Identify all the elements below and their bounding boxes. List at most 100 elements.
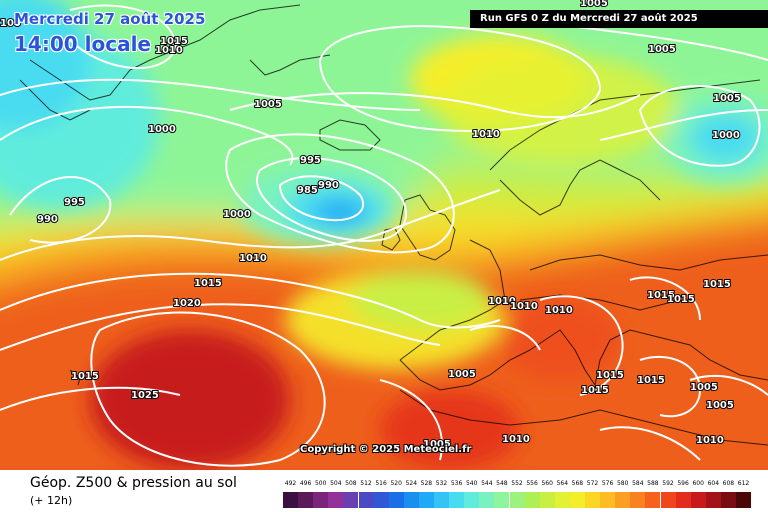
legend-swatch (418, 492, 434, 508)
legend-swatch (675, 492, 691, 508)
legend-label: 520 (390, 480, 402, 487)
isobar-label: 1015 (596, 370, 624, 381)
legend-label: 552 (511, 480, 523, 487)
isobar-label: 1005 (580, 0, 608, 9)
isobar-label: 1015 (637, 375, 665, 386)
copyright-notice: Copyright © 2025 Meteociel.fr (300, 444, 472, 455)
legend-label: 544 (481, 480, 493, 487)
legend-swatch (720, 492, 736, 508)
isobar-label: 1015 (703, 279, 731, 290)
legend-swatch (539, 492, 555, 508)
legend-label: 492 (284, 480, 297, 487)
isobar-label: 1010 (502, 434, 530, 445)
legend-label: 524 (405, 480, 418, 487)
legend-swatch (479, 492, 495, 508)
isobar-label: 1005 (648, 44, 676, 55)
isobar-label: 1010 (510, 301, 538, 312)
isobar-label: 1000 (148, 124, 176, 135)
isobar-label: 1010 (545, 305, 573, 316)
legend-label: 516 (375, 480, 387, 487)
isobar-label: 1015 (160, 36, 188, 47)
isobar-label: 1010 (155, 45, 183, 56)
isobar-label: 995 (64, 197, 85, 208)
isobar-label: 1015 (581, 385, 609, 396)
legend-label: 560 (541, 480, 553, 487)
legend-swatch (690, 492, 706, 508)
isobar-label: 1005 (713, 93, 741, 104)
legend-label: 612 (737, 480, 750, 487)
legend-label: 604 (707, 480, 720, 487)
legend-swatch (524, 492, 540, 508)
isobar-label: 1015 (667, 294, 695, 305)
isobar-label: 985 (297, 185, 318, 196)
legend-swatch (630, 492, 646, 508)
legend-swatch (736, 492, 751, 508)
map-title: Géop. Z500 & pression au sol (30, 475, 237, 491)
legend-swatch (388, 492, 404, 508)
isobar-label: 1000 (223, 209, 251, 220)
isobar-label: 1005 (423, 439, 451, 450)
legend-label: 536 (450, 480, 463, 487)
isobar-label: 1015 (194, 278, 222, 289)
isobars (0, 4, 768, 467)
isobar-label: 1020 (173, 298, 201, 309)
legend-label: 608 (722, 480, 735, 487)
legend-label: 508 (345, 480, 357, 487)
legend-label: 588 (647, 480, 659, 487)
isobar-label: 1000 (712, 130, 740, 141)
run-info-banner: Run GFS 0 Z du Mercredi 27 août 2025 (470, 10, 768, 28)
legend-label: 592 (662, 480, 674, 487)
legend-label: 500 (314, 480, 327, 487)
legend-swatch (464, 492, 480, 508)
legend-label: 580 (616, 480, 629, 487)
isobar-label: 1005 (690, 382, 718, 393)
isobar-label: 1005 (448, 369, 476, 380)
legend-swatch (449, 492, 465, 508)
color-legend: 492 496 500 504 508 512 516 520 524 528 532 536 540 5… (283, 480, 751, 508)
geopotential-field (0, 0, 768, 470)
isobar-label: 990 (37, 214, 58, 225)
legend-swatch (298, 492, 314, 508)
isobar-labels: 100 1015 1010 1005 1000 995 990 985 990 … (0, 0, 742, 451)
legend-swatch (509, 492, 525, 508)
legend-label: 556 (526, 480, 538, 487)
legend-swatch (585, 492, 600, 508)
legend-label: 496 (299, 480, 312, 487)
legend-swatch (283, 492, 298, 508)
isobar-label: 990 (318, 180, 339, 191)
legend-label: 600 (692, 480, 704, 487)
legend-label: 532 (435, 480, 448, 487)
legend-label: 564 (556, 480, 569, 487)
legend-label: 568 (571, 480, 584, 487)
legend-swatch (313, 492, 329, 508)
legend-label: 540 (465, 480, 478, 487)
legend-swatch (494, 492, 510, 508)
forecast-offset: (+ 12h) (30, 494, 73, 507)
forecast-date: Mercredi 27 août 2025 (14, 10, 206, 28)
isobar-label: 1010 (472, 129, 500, 140)
legend-swatch (434, 492, 449, 508)
isobar-label: 1015 (71, 371, 99, 382)
map-canvas: 100 1015 1010 1005 1000 995 990 985 990 … (0, 0, 768, 470)
isobar-label: 100 (0, 18, 21, 29)
isobar-label: 1025 (131, 390, 159, 401)
legend-label: 548 (496, 480, 508, 487)
legend-swatch (554, 492, 570, 508)
isobar-label: 1010 (696, 435, 724, 446)
weather-map: 100 1015 1010 1005 1000 995 990 985 990 … (0, 0, 768, 470)
legend-swatch (358, 492, 374, 508)
isobar-label: 1005 (254, 99, 282, 110)
isobar-label: 1010 (239, 253, 267, 264)
legend-swatch (373, 492, 389, 508)
legend-swatch (705, 492, 721, 508)
legend-label: 512 (360, 480, 372, 487)
legend-labels: 492 496 500 504 508 512 516 520 524 528 532 536 540 5… (283, 480, 751, 490)
isobar-label: 1005 (706, 400, 734, 411)
legend-swatch (403, 492, 419, 508)
legend-swatch (343, 492, 359, 508)
legend-label: 596 (677, 480, 689, 487)
isobar-label: 995 (300, 155, 321, 166)
legend-swatch (569, 492, 585, 508)
legend-label: 584 (632, 480, 644, 487)
isobar-label: 1010 (488, 296, 516, 307)
